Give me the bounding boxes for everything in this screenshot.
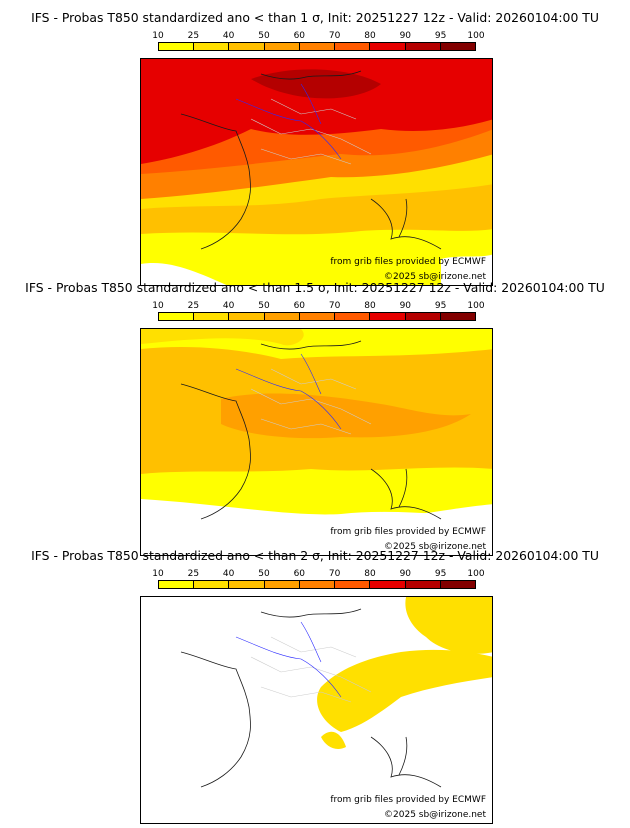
- legend-tick: 90: [399, 301, 412, 311]
- legend-tick: 60: [293, 31, 306, 41]
- color-scale-bar: [158, 42, 476, 51]
- color-swatch: [194, 581, 230, 588]
- color-swatch: [264, 581, 300, 588]
- legend-tick: 80: [364, 301, 376, 311]
- legend-tick: 95: [434, 31, 447, 41]
- legend-tick: 40: [222, 31, 235, 41]
- map-copyright: ©2025 sb@irizone.net: [384, 810, 486, 820]
- color-swatch: [299, 313, 336, 320]
- color-swatch: [299, 581, 336, 588]
- color-swatch: [229, 581, 265, 588]
- map-panel-2: IFS - Probas T850 standardized ano < tha…: [0, 280, 630, 556]
- legend-tick: 10: [152, 31, 164, 41]
- map-graphic: [141, 329, 492, 555]
- legend-tick: 80: [364, 31, 376, 41]
- color-swatch: [370, 581, 406, 588]
- legend-tick: 25: [187, 569, 200, 579]
- color-swatch: [335, 313, 371, 320]
- legend-tick: 50: [258, 301, 270, 311]
- color-swatch: [440, 313, 475, 320]
- map-graphic: [141, 59, 492, 285]
- color-swatch: [405, 43, 441, 50]
- panel-title: IFS - Probas T850 standardized ano < tha…: [25, 280, 605, 295]
- map-panel-3: IFS - Probas T850 standardized ano < tha…: [0, 548, 630, 824]
- color-swatch: [159, 313, 195, 320]
- legend-tick: 70: [328, 569, 341, 579]
- color-swatch: [264, 313, 300, 320]
- probability-map: from grib files provided by ECMWF ©2025 …: [140, 328, 493, 556]
- color-swatch: [159, 581, 195, 588]
- legend-ticks: 10 25 40 50 60 70 80 90 95 100: [152, 569, 484, 580]
- color-swatch: [159, 43, 195, 50]
- color-swatch: [405, 581, 441, 588]
- legend-tick: 90: [399, 31, 412, 41]
- color-swatch: [194, 313, 230, 320]
- legend-tick: 90: [399, 569, 412, 579]
- color-swatch: [264, 43, 300, 50]
- legend-ticks: 10 25 40 50 60 70 80 90 95 100: [152, 301, 484, 312]
- probability-map: from grib files provided by ECMWF ©2025 …: [140, 58, 493, 286]
- map-credit: from grib files provided by ECMWF: [330, 257, 486, 267]
- legend-tick: 50: [258, 569, 270, 579]
- panel-title: IFS - Probas T850 standardized ano < tha…: [31, 10, 599, 25]
- legend-tick: 25: [187, 31, 200, 41]
- color-swatch: [335, 43, 371, 50]
- legend-tick: 95: [434, 301, 447, 311]
- legend-tick: 100: [467, 301, 485, 311]
- legend-tick: 100: [467, 569, 485, 579]
- legend-tick: 60: [293, 301, 306, 311]
- legend-tick: 60: [293, 569, 306, 579]
- legend-tick: 100: [467, 31, 485, 41]
- map-credit: from grib files provided by ECMWF: [330, 527, 486, 537]
- legend-tick: 70: [328, 301, 341, 311]
- color-swatch: [440, 581, 475, 588]
- legend-tick: 40: [222, 569, 235, 579]
- legend-tick: 10: [152, 301, 164, 311]
- color-swatch: [405, 313, 441, 320]
- legend-ticks: 10 25 40 50 60 70 80 90 95 100: [152, 31, 484, 42]
- color-swatch: [335, 581, 371, 588]
- color-swatch: [229, 313, 265, 320]
- color-swatch: [370, 43, 406, 50]
- probability-map: from grib files provided by ECMWF ©2025 …: [140, 596, 493, 824]
- map-copyright: ©2025 sb@irizone.net: [384, 272, 486, 282]
- legend-tick: 70: [328, 31, 341, 41]
- map-credit: from grib files provided by ECMWF: [330, 795, 486, 805]
- map-graphic: [141, 597, 492, 823]
- legend-tick: 50: [258, 31, 270, 41]
- legend-tick: 80: [364, 569, 376, 579]
- map-panel-1: IFS - Probas T850 standardized ano < tha…: [0, 10, 630, 286]
- color-swatch: [440, 43, 475, 50]
- color-swatch: [229, 43, 265, 50]
- color-swatch: [370, 313, 406, 320]
- legend-tick: 10: [152, 569, 164, 579]
- color-swatch: [194, 43, 230, 50]
- color-swatch: [299, 43, 336, 50]
- panel-title: IFS - Probas T850 standardized ano < tha…: [31, 548, 599, 563]
- legend-tick: 95: [434, 569, 447, 579]
- legend-tick: 40: [222, 301, 235, 311]
- map-copyright: ©2025 sb@irizone.net: [384, 542, 486, 552]
- color-scale-bar: [158, 580, 476, 589]
- legend-tick: 25: [187, 301, 200, 311]
- color-scale-bar: [158, 312, 476, 321]
